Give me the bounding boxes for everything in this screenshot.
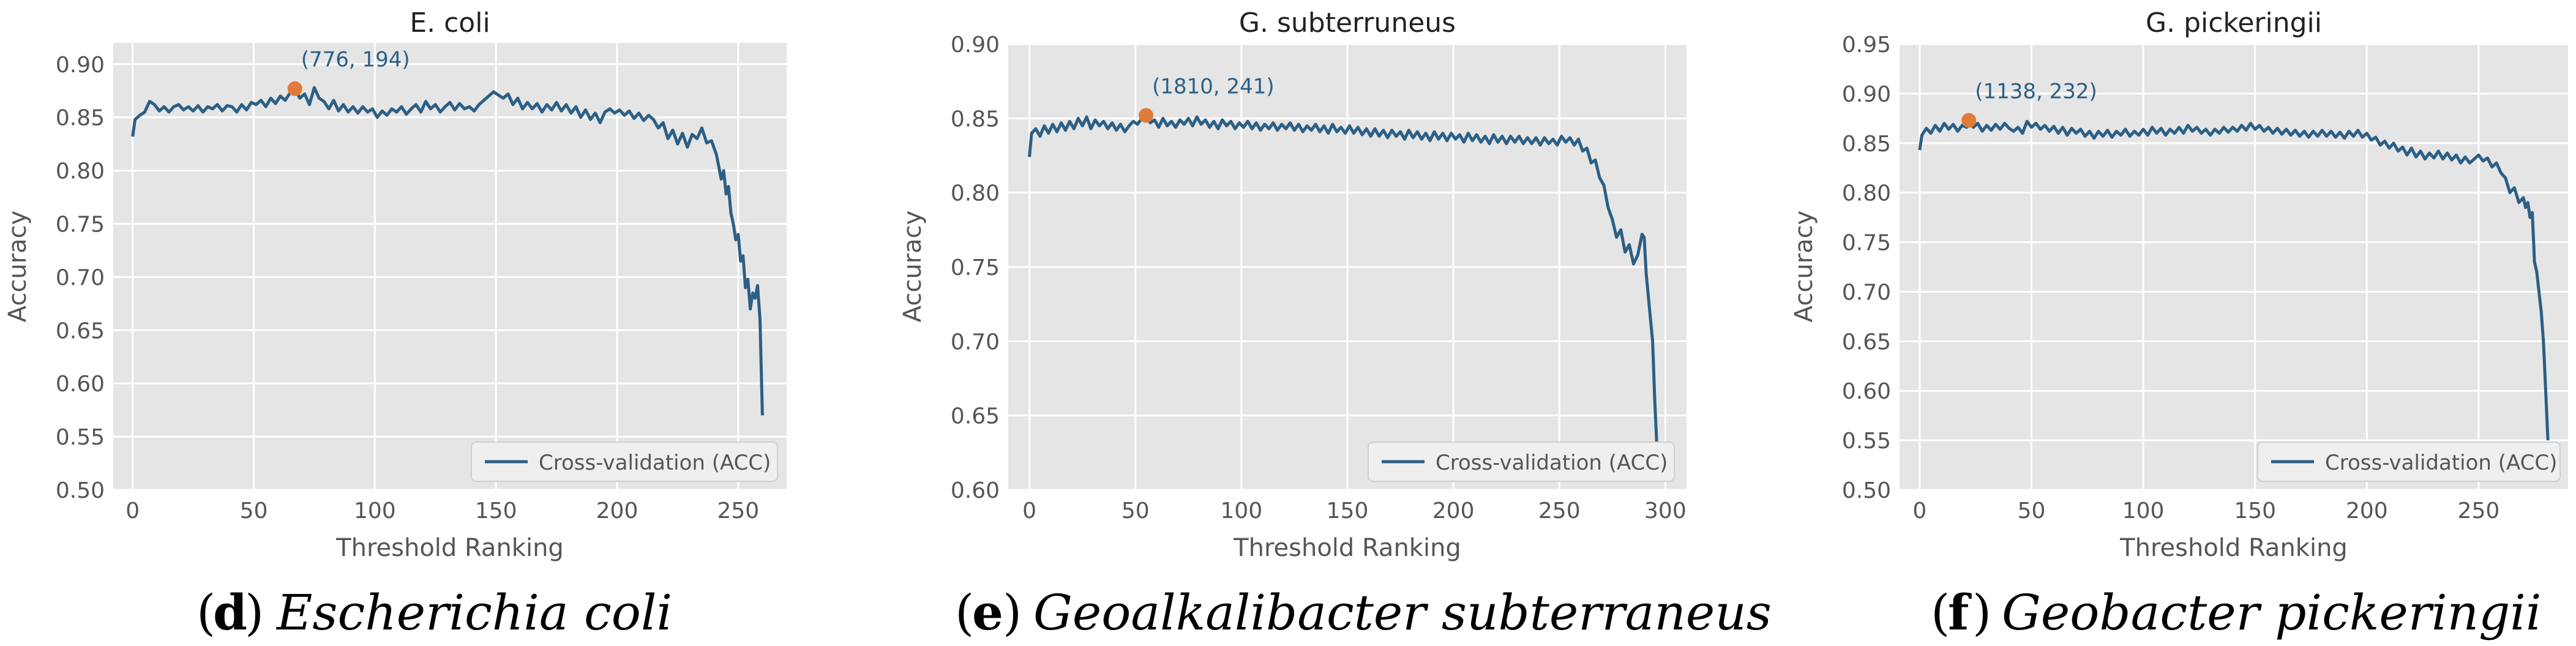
y-tick-label: 0.80: [951, 181, 1000, 206]
y-tick-label: 0.80: [56, 159, 105, 184]
caption-open-paren: (: [197, 584, 215, 641]
x-tick-label: 200: [596, 498, 638, 524]
legend-box: [2257, 441, 2561, 482]
gridlines: [1008, 43, 1687, 491]
caption-close-paren: ): [1003, 584, 1022, 641]
x-tick-label: 200: [1432, 498, 1475, 524]
legend: Cross-validation (ACC): [471, 441, 778, 482]
series-layer: (1810, 241): [1028, 74, 1658, 446]
x-tick-label: 50: [1121, 498, 1150, 524]
x-tick-label: 100: [1221, 498, 1263, 524]
series-line: [1918, 119, 2550, 441]
y-tick-label: 0.60: [56, 372, 105, 397]
series-line: [1028, 114, 1658, 446]
x-axis-label: Threshold Ranking: [1233, 534, 1461, 562]
best-point-marker: [287, 81, 302, 96]
caption-letter: f: [1948, 584, 1972, 641]
y-axis-label: Accuracy: [899, 211, 927, 323]
y-tick-label: 0.90: [1842, 82, 1891, 107]
chart-title: G. subterruneus: [1239, 7, 1456, 39]
caption-letter: d: [213, 584, 247, 641]
y-tick-label: 0.60: [951, 478, 1000, 503]
caption-species: Geoalkalibacter subterraneus: [1033, 584, 1772, 641]
series-line: [131, 86, 764, 416]
x-tick-label: 0: [125, 498, 140, 524]
caption-species: Escherichia coli: [275, 584, 672, 641]
y-tick-label: 0.70: [56, 265, 105, 290]
y-tick-label: 0.55: [1842, 429, 1891, 454]
legend-label: Cross-validation (ACC): [539, 451, 771, 475]
y-tick-label: 0.70: [1842, 280, 1891, 305]
x-tick-label: 200: [2346, 498, 2388, 524]
y-axis-label: Accuracy: [1790, 211, 1818, 323]
legend-box: [471, 441, 778, 482]
x-tick-label: 0: [1022, 498, 1036, 524]
caption-species: Geobacter pickeringii: [2002, 584, 2541, 641]
x-tick-label: 50: [2018, 498, 2046, 524]
axis-ticks: 0.60 0.65 0.70 0.75 0.80 0.85 0.90 0 50 100 150 200…: [951, 32, 1687, 524]
legend-label: Cross-validation (ACC): [1436, 451, 1668, 475]
x-axis-label: Threshold Ranking: [2119, 534, 2348, 562]
y-tick-label: 0.65: [1842, 329, 1891, 355]
y-axis-label: Accuracy: [4, 211, 32, 323]
plot-background: [113, 43, 787, 490]
y-tick-label: 0.60: [1842, 379, 1891, 404]
best-point-annotation: (1810, 241): [1152, 74, 1275, 99]
plot-background: [1900, 44, 2568, 490]
x-tick-label: 100: [2122, 498, 2165, 524]
x-tick-label: 150: [2234, 498, 2276, 524]
panel-gpickeringii: 0.50 0.55 0.60 0.65 0.70 0.75 0.80 0.85 0.90 0.95…: [1790, 7, 2568, 641]
chart-title: G. pickeringii: [2146, 7, 2322, 39]
x-tick-label: 0: [1912, 498, 1926, 524]
x-tick-label: 250: [1538, 498, 1581, 524]
y-tick-label: 0.90: [951, 32, 1000, 58]
legend-box: [1368, 441, 1675, 482]
panel-gsubterraneus: 0.60 0.65 0.70 0.75 0.80 0.85 0.90 0 50 100 150 200…: [899, 7, 1772, 641]
y-tick-label: 0.65: [56, 318, 105, 344]
axis-ticks: 0.50 0.55 0.60 0.65 0.70 0.75 0.80 0.85 0.90 0 50 1…: [56, 53, 759, 524]
caption-open-paren: (: [955, 584, 974, 641]
y-tick-label: 0.50: [56, 478, 105, 503]
y-tick-label: 0.85: [1842, 132, 1891, 157]
y-tick-label: 0.95: [1842, 32, 1891, 58]
panel-ecoli: 0.50 0.55 0.60 0.65 0.70 0.75 0.80 0.85 0.90 0 50 1…: [4, 7, 787, 641]
x-axis-label: Threshold Ranking: [335, 534, 564, 562]
legend: Cross-validation (ACC): [1368, 441, 1675, 482]
gridlines: [113, 43, 787, 491]
caption-letter: e: [972, 584, 1003, 641]
caption-close-paren: ): [1972, 584, 1991, 641]
series-layer: (776, 194): [131, 48, 764, 416]
legend-label: Cross-validation (ACC): [2325, 451, 2557, 475]
best-point-annotation: (776, 194): [301, 48, 410, 72]
caption-close-paren: ): [245, 584, 264, 641]
best-point-marker: [1961, 113, 1977, 128]
y-tick-label: 0.75: [1842, 231, 1891, 256]
gridlines: [1900, 43, 2568, 491]
best-point-marker: [1139, 108, 1154, 123]
y-tick-label: 0.55: [56, 425, 105, 450]
caption-open-paren: (: [1931, 584, 1950, 641]
y-tick-label: 0.70: [951, 329, 1000, 355]
x-tick-label: 150: [475, 498, 517, 524]
y-tick-label: 0.50: [1842, 478, 1891, 503]
y-tick-label: 0.80: [1842, 181, 1891, 206]
y-tick-label: 0.85: [951, 107, 1000, 132]
x-tick-label: 250: [717, 498, 760, 524]
x-tick-label: 100: [354, 498, 396, 524]
x-tick-label: 300: [1644, 498, 1687, 524]
y-tick-label: 0.85: [56, 106, 105, 131]
y-tick-label: 0.75: [951, 255, 1000, 280]
series-layer: (1138, 232): [1918, 80, 2550, 441]
x-tick-label: 50: [240, 498, 268, 524]
x-tick-label: 250: [2458, 498, 2500, 524]
x-tick-label: 150: [1327, 498, 1369, 524]
best-point-annotation: (1138, 232): [1975, 80, 2097, 104]
y-tick-label: 0.75: [56, 212, 105, 237]
chart-title: E. coli: [410, 7, 490, 39]
y-tick-label: 0.90: [56, 53, 105, 78]
legend: Cross-validation (ACC): [2257, 441, 2561, 482]
axis-ticks: 0.50 0.55 0.60 0.65 0.70 0.75 0.80 0.85 0.90 0.95…: [1842, 32, 2499, 524]
y-tick-label: 0.65: [951, 404, 1000, 429]
